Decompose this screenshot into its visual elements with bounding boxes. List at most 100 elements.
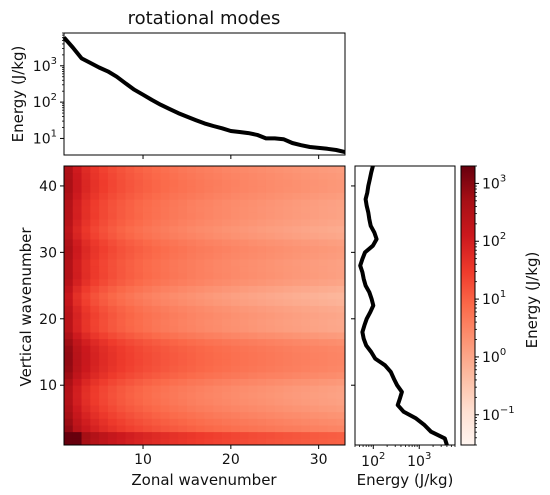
heatmap-cell [72, 285, 82, 293]
heatmap-cell [265, 345, 276, 353]
top-y-axis-label: Energy (J/kg) [9, 46, 27, 143]
heatmap-cell [90, 252, 100, 260]
heatmap-cell [169, 365, 179, 373]
heatmap-cell [292, 332, 302, 340]
heatmap-cell [230, 305, 241, 313]
heatmap-cell [265, 438, 276, 445]
heatmap-cell [72, 391, 82, 399]
heatmap-cell [125, 272, 135, 280]
heatmap-cell [336, 232, 345, 240]
heatmap-cell [134, 278, 144, 286]
heatmap-cell [265, 305, 276, 313]
heatmap-cell [292, 325, 302, 333]
heatmap-cell [265, 431, 276, 439]
heatmap-cell [195, 405, 205, 413]
heatmap-cell [160, 305, 170, 313]
heatmap-cell [160, 172, 170, 180]
heatmap-cell [222, 438, 232, 445]
heatmap-cell [125, 358, 135, 366]
heatmap-cell [265, 259, 276, 267]
heatmap-cell [239, 411, 249, 419]
heatmap-cell [151, 405, 161, 413]
heatmap-cell [265, 325, 276, 333]
heatmap-x-axis-label: Zonal wavenumber [131, 471, 277, 489]
heatmap-cell [283, 358, 293, 366]
heatmap-cell [90, 225, 100, 233]
heatmap-cell [222, 312, 232, 320]
heatmap-cell [90, 338, 100, 346]
heatmap-cell [143, 232, 153, 240]
heatmap-cell [230, 338, 241, 346]
heatmap-cell [64, 239, 74, 247]
heatmap-cell [134, 298, 144, 306]
heatmap-cell [90, 205, 100, 213]
heatmap-cell [169, 239, 179, 247]
heatmap-cell [134, 212, 144, 220]
heatmap-cell [151, 239, 161, 247]
right-x-axis-label: Energy (J/kg) [357, 471, 454, 489]
heatmap-cell [186, 425, 197, 433]
heatmap-cell [107, 278, 118, 286]
heatmap-cell [265, 398, 276, 406]
heatmap-cell [160, 431, 170, 439]
heatmap-cell [257, 278, 267, 286]
heatmap-cell [309, 265, 320, 273]
heatmap-cell [81, 425, 91, 433]
heatmap-cell [195, 205, 205, 213]
heatmap-cell [292, 305, 302, 313]
heatmap-cell [204, 265, 214, 273]
heatmap-cell [336, 239, 345, 247]
heatmap-cell [283, 371, 293, 379]
heatmap-cell [274, 405, 284, 413]
heatmap-cell [248, 338, 258, 346]
heatmap-cell [292, 411, 302, 419]
heatmap-cell [222, 318, 232, 326]
heatmap-cell [336, 212, 345, 220]
heatmap-cell [204, 259, 214, 267]
heatmap-cell [116, 179, 126, 187]
heatmap-cell [318, 358, 328, 366]
heatmap-cell [257, 438, 267, 445]
heatmap-cell [99, 425, 109, 433]
heatmap-cell [336, 205, 345, 213]
heatmap-cell [292, 272, 302, 280]
heatmap-cell [204, 312, 214, 320]
heatmap-cell [81, 325, 91, 333]
heatmap-cell [283, 378, 293, 386]
heatmap-cell [169, 325, 179, 333]
heatmap-cell [309, 425, 320, 433]
heatmap-cell [283, 179, 293, 187]
heatmap-cell [230, 431, 241, 439]
heatmap-cell [283, 239, 293, 247]
heatmap-cell [204, 438, 214, 445]
heatmap-cell [318, 398, 328, 406]
heatmap-cell [257, 312, 267, 320]
heatmap-cell [239, 232, 249, 240]
heatmap-cell [239, 318, 249, 326]
heatmap-cell [204, 185, 214, 193]
heatmap-cell [195, 398, 205, 406]
heatmap-cell [222, 252, 232, 260]
heatmap-cell [169, 378, 179, 386]
heatmap-cell [283, 252, 293, 260]
heatmap-cell [169, 212, 179, 220]
heatmap-cell [309, 199, 320, 207]
heatmap-cell [301, 345, 311, 353]
heatmap-cell [248, 378, 258, 386]
heatmap-cell [336, 259, 345, 267]
heatmap-cell [222, 411, 232, 419]
heatmap-cell [301, 252, 311, 260]
heatmap-cell [336, 398, 345, 406]
heatmap-cell [186, 385, 197, 393]
heatmap-cell [230, 199, 241, 207]
heatmap-cell [90, 172, 100, 180]
heatmap-cell [186, 312, 197, 320]
heatmap-cell [151, 365, 161, 373]
heatmap-cell [116, 285, 126, 293]
heatmap-cell [265, 199, 276, 207]
heatmap-cell [64, 205, 74, 213]
heatmap-cell [151, 411, 161, 419]
heatmap-cell [318, 265, 328, 273]
heatmap-cell [81, 219, 91, 227]
heatmap-cell [204, 192, 214, 200]
